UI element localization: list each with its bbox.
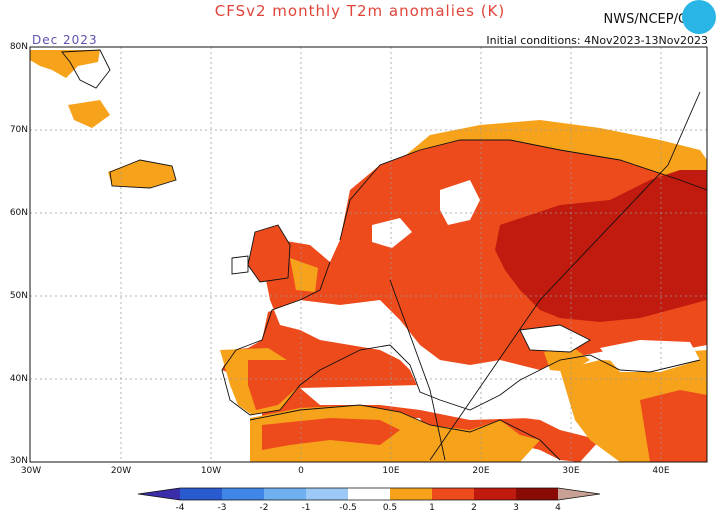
north-sea-region — [290, 258, 318, 292]
colorbar-label: -2 — [259, 503, 269, 513]
russia-darkred-region — [495, 170, 707, 322]
mediterranean-sea — [300, 385, 540, 420]
credit-text: NWS/NCEP/CPC — [603, 12, 704, 27]
colorbar-label: -1 — [301, 503, 311, 513]
north-africa-red-region — [262, 418, 400, 450]
colorbar-label: 3 — [513, 503, 519, 513]
middle-east-red-region — [640, 390, 707, 462]
lon-label-0: 0 — [298, 466, 304, 476]
colorbar-swatch-0 — [138, 488, 180, 500]
lat-label-40n: 40N — [9, 374, 28, 384]
colorbar-label: 2 — [471, 503, 477, 513]
lon-label-20w: 20W — [110, 466, 132, 476]
map-title: CFSv2 monthly T2m anomalies (K) — [214, 2, 506, 20]
lon-label-10w: 10W — [200, 466, 222, 476]
greenland-region — [30, 50, 100, 78]
colorbar-swatch-10 — [558, 488, 600, 500]
colorbar-label: 4 — [555, 503, 561, 513]
lon-label-40e: 40E — [652, 466, 670, 476]
colorbar-label: 1 — [429, 503, 435, 513]
noaa-credit: NWS/NCEP/CPC — [603, 0, 716, 34]
map-grid — [30, 47, 707, 462]
svalbard-region — [68, 100, 110, 128]
lon-label-20e: 20E — [472, 466, 490, 476]
colorbar-label: -0.5 — [339, 503, 357, 513]
map-frame — [29, 46, 708, 463]
colorbar-swatch-5 — [348, 488, 390, 500]
colorbar-swatch-6 — [390, 488, 432, 500]
uk-region — [248, 225, 290, 282]
anomaly-field — [30, 50, 707, 462]
lat-label-50n: 50N — [9, 291, 28, 301]
coastlines — [61, 49, 708, 461]
colorbar-label: 0.5 — [382, 503, 398, 513]
caucasus-neutral — [600, 340, 700, 372]
lon-label-30e: 30E — [562, 466, 580, 476]
baltic-neutral — [440, 180, 480, 225]
colorbar-swatch-9 — [516, 488, 558, 500]
colorbar-swatch-2 — [222, 488, 264, 500]
iceland-region — [108, 160, 176, 188]
logo-icon — [682, 0, 716, 34]
colorbar-swatch-7 — [432, 488, 474, 500]
colorbar-label: -3 — [217, 503, 227, 513]
iberia-red-region — [248, 360, 300, 410]
colorbar-swatch-8 — [474, 488, 516, 500]
colorbar-swatch-3 — [264, 488, 306, 500]
denmark-neutral — [372, 218, 412, 248]
initial-conditions: Initial conditions: 4Nov2023-13Nov2023 — [486, 34, 708, 47]
colorbar — [137, 487, 601, 501]
lat-label-60n: 60N — [9, 208, 28, 218]
colorbar-label: -4 — [175, 503, 185, 513]
lat-label-80n: 80N — [9, 42, 28, 52]
lat-label-30n: 30N — [9, 456, 28, 466]
lon-label-10e: 10E — [382, 466, 400, 476]
lon-label-30w: 30W — [20, 466, 42, 476]
colorbar-swatch-4 — [306, 488, 348, 500]
lat-label-70n: 70N — [9, 125, 28, 135]
colorbar-swatch-1 — [180, 488, 222, 500]
month-label: Dec 2023 — [32, 33, 98, 47]
